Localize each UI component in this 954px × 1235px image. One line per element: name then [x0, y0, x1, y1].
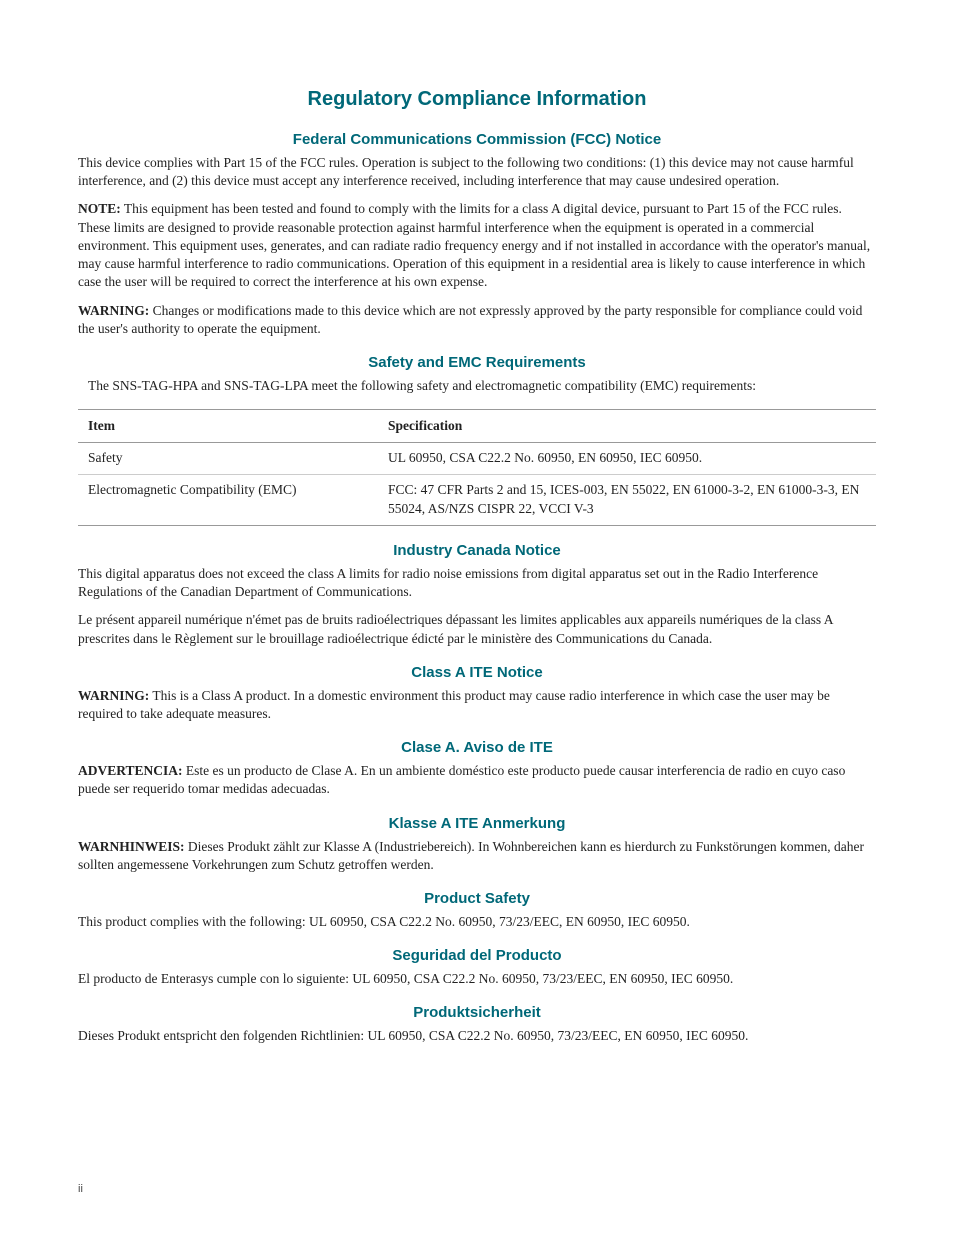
- clase-a-title: Clase A. Aviso de ITE: [78, 739, 876, 756]
- note-label: NOTE:: [78, 201, 121, 216]
- clase-a-label: ADVERTENCIA:: [78, 763, 183, 778]
- product-safety-text: This product complies with the following…: [78, 913, 876, 931]
- fcc-warning: WARNING: Changes or modifications made t…: [78, 302, 876, 338]
- fcc-title: Federal Communications Commission (FCC) …: [78, 131, 876, 148]
- col-spec: Specification: [378, 410, 876, 443]
- fcc-note: NOTE: This equipment has been tested and…: [78, 200, 876, 291]
- industry-canada-en: This digital apparatus does not exceed t…: [78, 565, 876, 601]
- class-a-ite-text: This is a Class A product. In a domestic…: [78, 688, 830, 721]
- safety-emc-title: Safety and EMC Requirements: [78, 354, 876, 371]
- page-number: ii: [78, 1183, 83, 1195]
- note-text: This equipment has been tested and found…: [78, 201, 870, 289]
- main-title: Regulatory Compliance Information: [78, 88, 876, 111]
- table-row: Electromagnetic Compatibility (EMC) FCC:…: [78, 475, 876, 526]
- class-a-ite-para: WARNING: This is a Class A product. In a…: [78, 687, 876, 723]
- clase-a-text: Este es un producto de Clase A. En un am…: [78, 763, 845, 796]
- klasse-a-title: Klasse A ITE Anmerkung: [78, 815, 876, 832]
- class-a-ite-title: Class A ITE Notice: [78, 664, 876, 681]
- klasse-a-text: Dieses Produkt zählt zur Klasse A (Indus…: [78, 839, 864, 872]
- cell-spec: FCC: 47 CFR Parts 2 and 15, ICES-003, EN…: [378, 475, 876, 526]
- industry-canada-fr: Le présent appareil numérique n'émet pas…: [78, 611, 876, 647]
- clase-a-para: ADVERTENCIA: Este es un producto de Clas…: [78, 762, 876, 798]
- table-row: Safety UL 60950, CSA C22.2 No. 60950, EN…: [78, 443, 876, 475]
- cell-item: Electromagnetic Compatibility (EMC): [78, 475, 378, 526]
- cell-item: Safety: [78, 443, 378, 475]
- seguridad-text: El producto de Enterasys cumple con lo s…: [78, 970, 876, 988]
- klasse-a-para: WARNHINWEIS: Dieses Produkt zählt zur Kl…: [78, 838, 876, 874]
- seguridad-title: Seguridad del Producto: [78, 947, 876, 964]
- industry-canada-title: Industry Canada Notice: [78, 542, 876, 559]
- product-safety-title: Product Safety: [78, 890, 876, 907]
- class-a-ite-label: WARNING:: [78, 688, 149, 703]
- warning-text: Changes or modifications made to this de…: [78, 303, 862, 336]
- safety-emc-intro: The SNS-TAG-HPA and SNS-TAG-LPA meet the…: [78, 377, 876, 395]
- klasse-a-label: WARNHINWEIS:: [78, 839, 185, 854]
- produktsicherheit-title: Produktsicherheit: [78, 1004, 876, 1021]
- warning-label: WARNING:: [78, 303, 149, 318]
- fcc-para1: This device complies with Part 15 of the…: [78, 154, 876, 190]
- safety-emc-table: Item Specification Safety UL 60950, CSA …: [78, 409, 876, 526]
- table-header-row: Item Specification: [78, 410, 876, 443]
- col-item: Item: [78, 410, 378, 443]
- cell-spec: UL 60950, CSA C22.2 No. 60950, EN 60950,…: [378, 443, 876, 475]
- produktsicherheit-text: Dieses Produkt entspricht den folgenden …: [78, 1027, 876, 1045]
